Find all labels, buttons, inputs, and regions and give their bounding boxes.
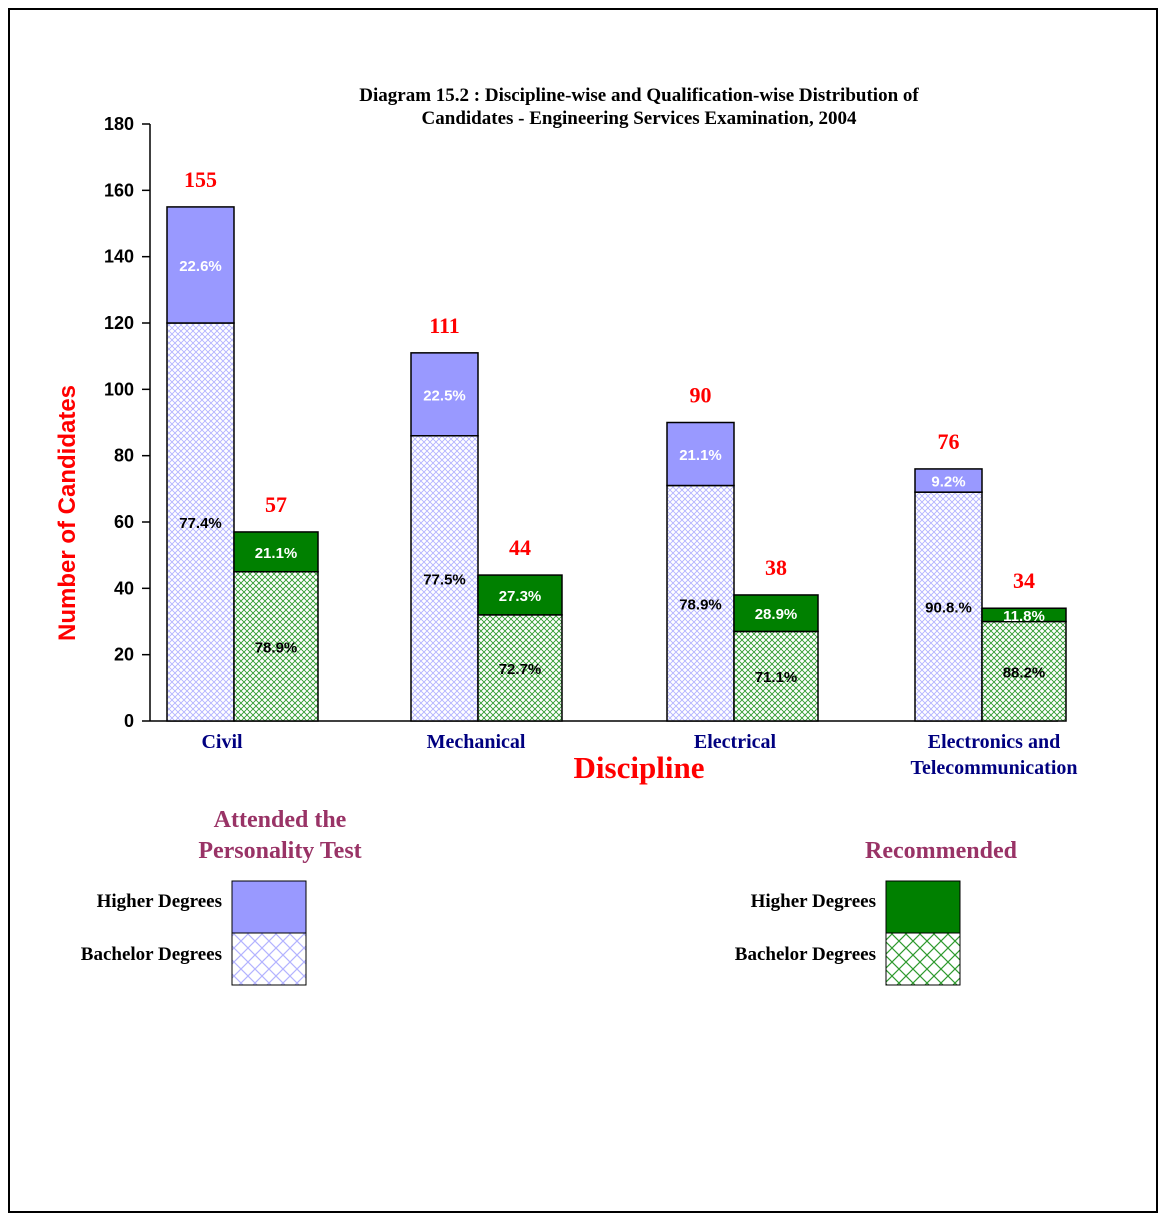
recommended-bachelor-pct-label: 88.2% [1003,664,1046,681]
recommended-higher-bar [233,531,319,573]
attended-higher-pct-label: 21.1% [679,447,722,464]
legend-attended-higher-swatch [231,880,307,934]
attended-higher-bar [410,352,479,437]
attended-bachelor-bar [914,491,983,722]
recommended-bachelor-pct-label: 78.9% [255,639,298,656]
legend-attended-title-line-1: Attended the [214,807,347,833]
y-tick-label: 100 [104,379,134,399]
legend-attended-title-line-2: Personality Test [198,838,361,864]
category-label: Mechanical [427,731,526,753]
legend-attended-bachelor-label: Bachelor Degrees [81,944,222,965]
attended-total-label: 76 [938,429,960,454]
recommended-total-label: 57 [265,492,287,517]
legend-recommended-title: Recommended [865,838,1018,864]
attended-bachelor-pct-label: 78.9% [679,596,722,613]
chart: Diagram 15.2 : Discipline-wise and Quali… [54,85,1078,986]
recommended-bachelor-bar [733,630,819,722]
chart-frame: Diagram 15.2 : Discipline-wise and Quali… [8,8,1158,1213]
category-label: Civil [201,731,243,753]
category-label: Telecommunication [910,757,1077,779]
bars: 22.6% 77.4% 155 21.1% 78.9% 57 22.5% 77.5% 111 27… [166,167,1067,722]
y-tick-label: 140 [104,247,134,267]
legend-recommended-higher-label: Higher Degrees [751,891,876,912]
y-tick-label: 80 [114,446,134,466]
legend-attended-higher-label: Higher Degrees [97,891,222,912]
y-tick-label: 40 [114,578,134,598]
x-axis-title: Discipline [574,750,705,785]
y-axis-title: Number of Candidates [54,385,81,641]
recommended-higher-bar [477,574,563,616]
chart-title-line-1: Diagram 15.2 : Discipline-wise and Quali… [359,85,919,106]
y-tick-label: 0 [124,711,134,731]
y-tick-label: 160 [104,180,134,200]
attended-higher-pct-label: 22.5% [423,387,466,404]
recommended-bachelor-pct-label: 72.7% [499,661,542,678]
recommended-higher-bar [733,594,819,633]
attended-higher-bar [166,206,235,324]
attended-total-label: 90 [690,383,712,408]
recommended-total-label: 38 [765,555,787,580]
recommended-higher-pct-label: 28.9% [755,606,798,623]
attended-higher-pct-label: 9.2% [931,474,965,491]
y-ticks: 0 20 40 60 80 100 120 140 160 180 [104,114,150,731]
y-tick-label: 20 [114,645,134,665]
chart-title-line-2: Candidates - Engineering Services Examin… [422,108,857,129]
recommended-higher-pct-label: 11.8% [1003,608,1045,625]
recommended-higher-pct-label: 21.1% [255,545,298,562]
attended-higher-pct-label: 22.6% [179,258,222,275]
attended-bachelor-pct-label: 77.5% [423,571,466,588]
attended-bachelor-bar [166,322,235,722]
recommended-bachelor-bar [981,620,1067,722]
recommended-bachelor-bar [477,614,563,722]
recommended-total-label: 34 [1013,568,1035,593]
legend-recommended-higher-swatch [885,880,961,934]
attended-total-label: 155 [184,167,217,192]
legend-attended-bachelor-swatch [231,932,307,986]
recommended-higher-bar [981,607,1067,623]
recommended-bachelor-pct-label: 71.1% [755,669,798,686]
attended-total-label: 111 [429,313,460,338]
attended-bachelor-pct-label: 90.8.% [925,600,972,617]
legend-recommended-bachelor-swatch [885,932,961,986]
category-labels: Civil Mechanical Electrical Electronics and… [201,731,1077,779]
y-tick-label: 120 [104,313,134,333]
recommended-higher-pct-label: 27.3% [499,588,542,605]
legend-recommended-bachelor-label: Bachelor Degrees [735,944,876,965]
attended-higher-bar [666,421,735,487]
y-tick-label: 180 [104,114,134,134]
recommended-total-label: 44 [509,535,531,560]
y-tick-label: 60 [114,512,134,532]
category-label: Electronics and [928,731,1060,753]
category-label: Electrical [694,731,777,753]
attended-bachelor-pct-label: 77.4% [179,515,222,532]
attended-bachelor-bar [410,435,479,722]
attended-higher-bar [914,468,983,493]
